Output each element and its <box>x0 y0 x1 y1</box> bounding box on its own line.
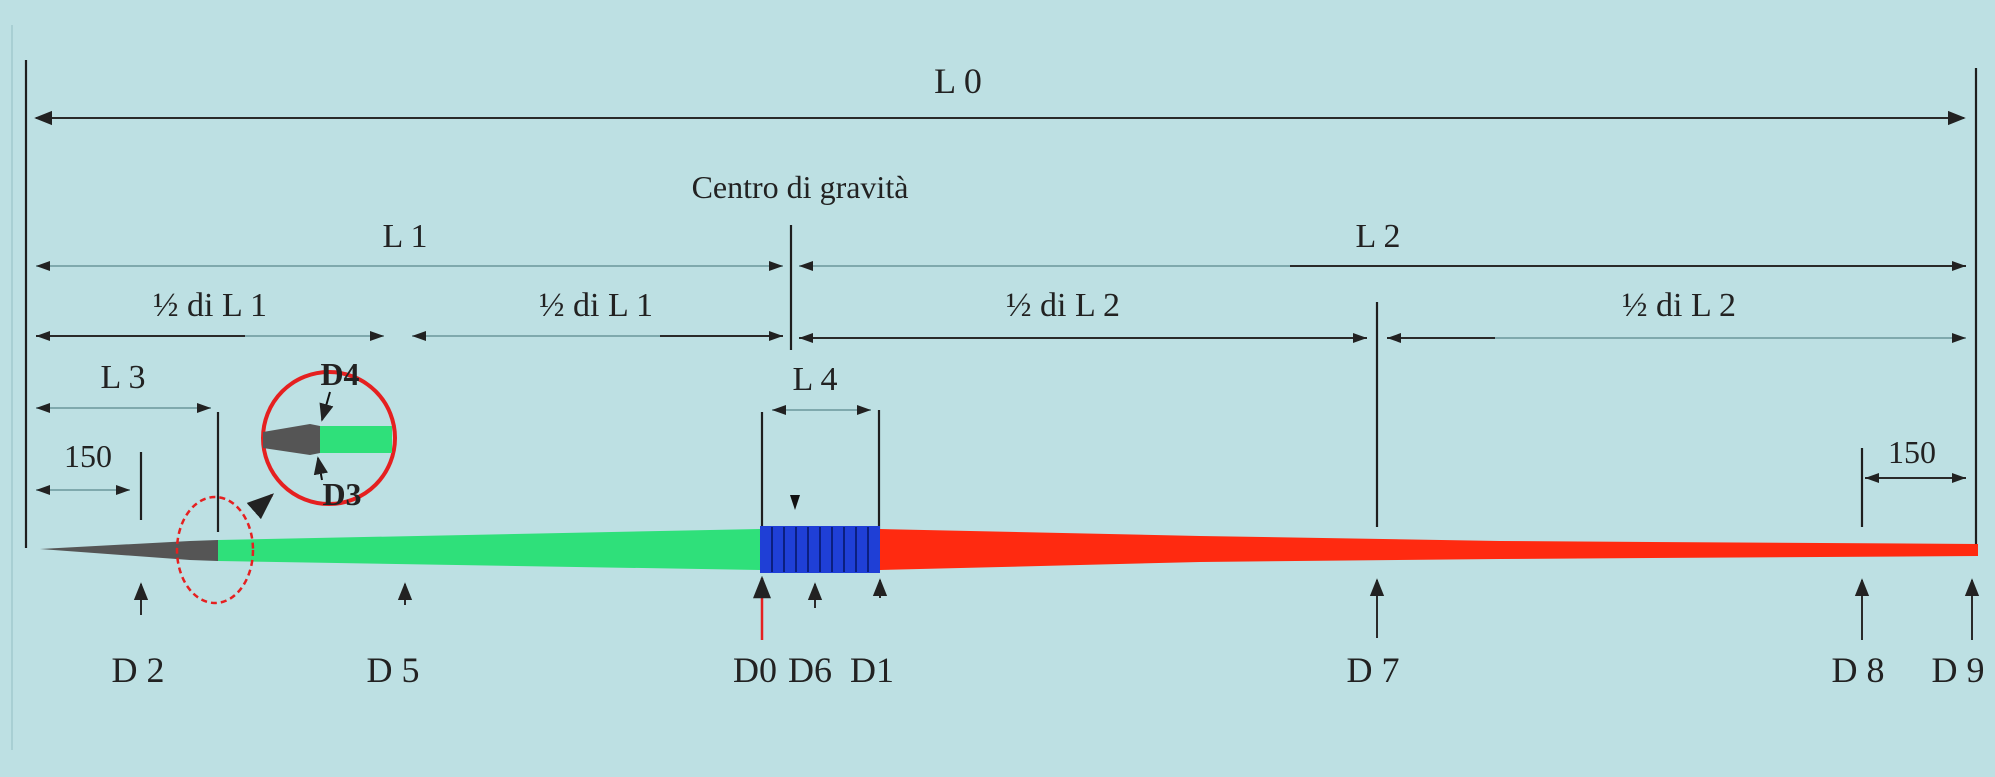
detail-front-section <box>320 426 392 453</box>
grip-cord-lines <box>771 527 869 572</box>
label-l4: L 4 <box>792 361 837 398</box>
javelin-tip <box>40 540 218 561</box>
label-half-l1-right: ½ di L 1 <box>539 287 653 324</box>
label-d6: D6 <box>788 650 832 690</box>
label-d3: D3 <box>322 476 361 512</box>
label-150-left: 150 <box>64 438 112 474</box>
label-l3: L 3 <box>100 359 145 396</box>
zoom-pointer-arrow <box>246 493 275 520</box>
label-d9: D 9 <box>1932 650 1985 690</box>
tip-highlight-circle <box>175 495 255 605</box>
label-d2: D 2 <box>112 650 165 690</box>
detail-tip-metal <box>263 424 320 455</box>
label-l1: L 1 <box>382 218 427 255</box>
label-half-l2-right: ½ di L 2 <box>1622 287 1736 324</box>
label-d0: D0 <box>733 650 777 690</box>
label-d4: D4 <box>320 356 359 392</box>
label-d5: D 5 <box>367 650 420 690</box>
label-half-l1-left: ½ di L 1 <box>153 287 267 324</box>
label-l2: L 2 <box>1355 218 1400 255</box>
label-d1: D1 <box>850 650 894 690</box>
label-d8: D 8 <box>1832 650 1885 690</box>
gravity-marker-arrow <box>790 495 800 510</box>
label-l0: L 0 <box>934 61 982 101</box>
javelin-front-section <box>218 529 760 570</box>
label-half-l2-left: ½ di L 2 <box>1006 287 1120 324</box>
measurement-arrows <box>133 575 1980 640</box>
label-d7: D 7 <box>1347 650 1400 690</box>
label-150-right: 150 <box>1888 434 1936 470</box>
label-center-of-gravity: Centro di gravità <box>692 169 909 205</box>
javelin-rear-section <box>880 529 1978 570</box>
